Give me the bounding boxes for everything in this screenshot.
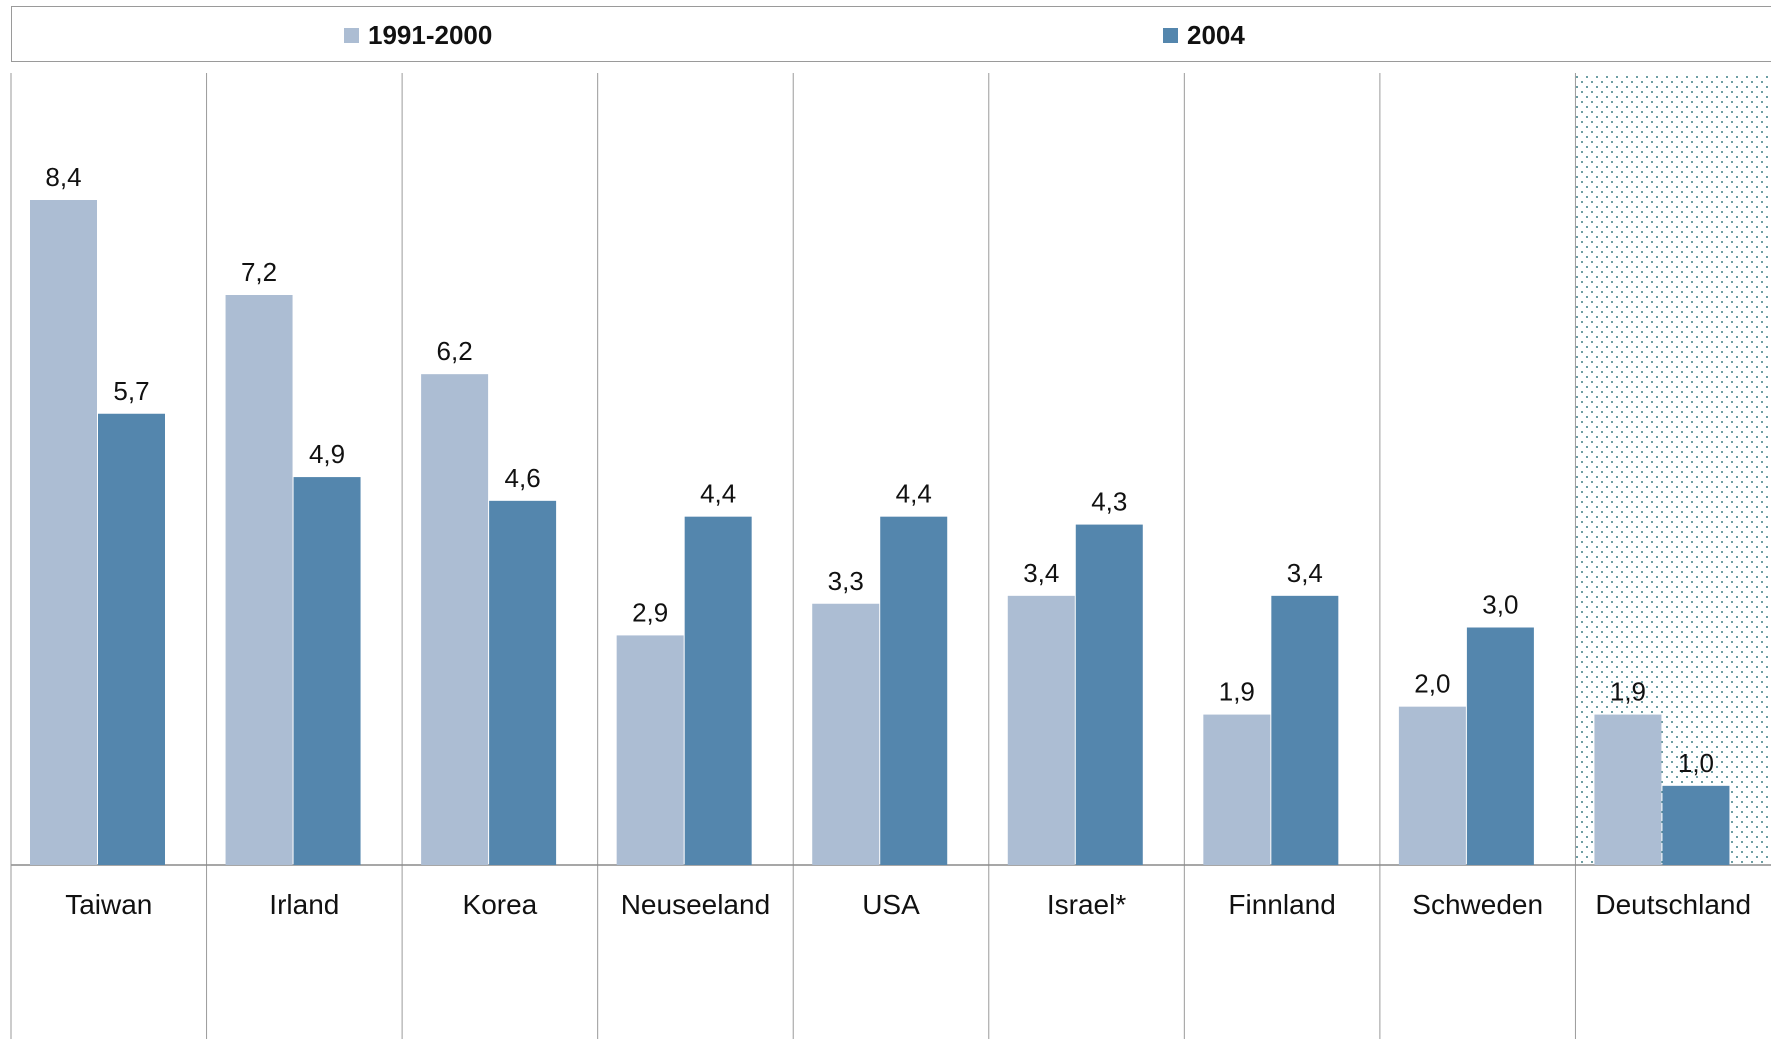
bar-schweden-2004 xyxy=(1466,627,1534,865)
bar-usa-2004 xyxy=(880,516,948,865)
value-label-taiwan-2004: 5,7 xyxy=(113,376,149,406)
category-label-neuseeland: Neuseeland xyxy=(621,889,770,920)
bar-finnland-2004 xyxy=(1271,595,1339,865)
value-label-usa-1991-2000: 3,3 xyxy=(828,566,864,596)
bar-irland-1991-2000 xyxy=(225,295,293,865)
value-label-deutschland-2004: 1,0 xyxy=(1678,748,1714,778)
category-label-israel: Israel* xyxy=(1047,889,1126,920)
bar-neuseeland-1991-2000 xyxy=(616,635,684,865)
value-label-usa-2004: 4,4 xyxy=(896,479,932,509)
bar-finnland-1991-2000 xyxy=(1203,714,1271,865)
legend-swatch-1991-2000 xyxy=(344,27,359,43)
value-label-israel-1991-2000: 3,4 xyxy=(1023,558,1059,588)
category-label-schweden: Schweden xyxy=(1412,889,1543,920)
value-label-neuseeland-2004: 4,4 xyxy=(700,479,736,509)
value-label-neuseeland-1991-2000: 2,9 xyxy=(632,597,668,627)
legend-item-2004: 2004 xyxy=(1163,7,1245,63)
value-label-irland-2004: 4,9 xyxy=(309,439,345,469)
value-label-korea-1991-2000: 6,2 xyxy=(437,336,473,366)
bar-taiwan-2004 xyxy=(98,413,165,865)
legend-swatch-2004 xyxy=(1163,27,1178,43)
bar-neuseeland-2004 xyxy=(684,516,752,865)
chart-legend: 1991-2000 2004 xyxy=(11,6,1771,62)
legend-item-1991-2000: 1991-2000 xyxy=(344,7,492,63)
bar-taiwan-1991-2000 xyxy=(30,200,97,865)
value-label-korea-2004: 4,6 xyxy=(505,463,541,493)
category-label-taiwan: Taiwan xyxy=(65,889,152,920)
value-label-finnland-1991-2000: 1,9 xyxy=(1219,677,1255,707)
bar-israel-2004 xyxy=(1075,524,1143,865)
category-label-finnland: Finnland xyxy=(1228,889,1335,920)
bar-korea-2004 xyxy=(489,500,557,865)
category-label-deutschland: Deutschland xyxy=(1595,889,1751,920)
value-label-taiwan-1991-2000: 8,4 xyxy=(45,162,81,192)
value-label-schweden-2004: 3,0 xyxy=(1482,590,1518,620)
bar-korea-1991-2000 xyxy=(421,374,489,865)
legend-label-2004: 2004 xyxy=(1187,19,1245,50)
bar-irland-2004 xyxy=(293,477,361,865)
legend-label-1991-2000: 1991-2000 xyxy=(368,19,493,50)
bar-usa-1991-2000 xyxy=(812,603,880,865)
value-label-deutschland-1991-2000: 1,9 xyxy=(1610,677,1646,707)
value-label-irland-1991-2000: 7,2 xyxy=(241,257,277,287)
value-label-finnland-2004: 3,4 xyxy=(1287,558,1323,588)
category-label-korea: Korea xyxy=(463,889,538,920)
bar-deutschland-2004 xyxy=(1662,785,1730,865)
bar-deutschland-1991-2000 xyxy=(1594,714,1662,865)
category-label-irland: Irland xyxy=(269,889,339,920)
bar-israel-1991-2000 xyxy=(1007,595,1075,865)
category-label-usa: USA xyxy=(862,889,920,920)
value-label-schweden-1991-2000: 2,0 xyxy=(1414,669,1450,699)
value-label-israel-2004: 4,3 xyxy=(1091,487,1127,517)
bar-schweden-1991-2000 xyxy=(1398,706,1466,865)
